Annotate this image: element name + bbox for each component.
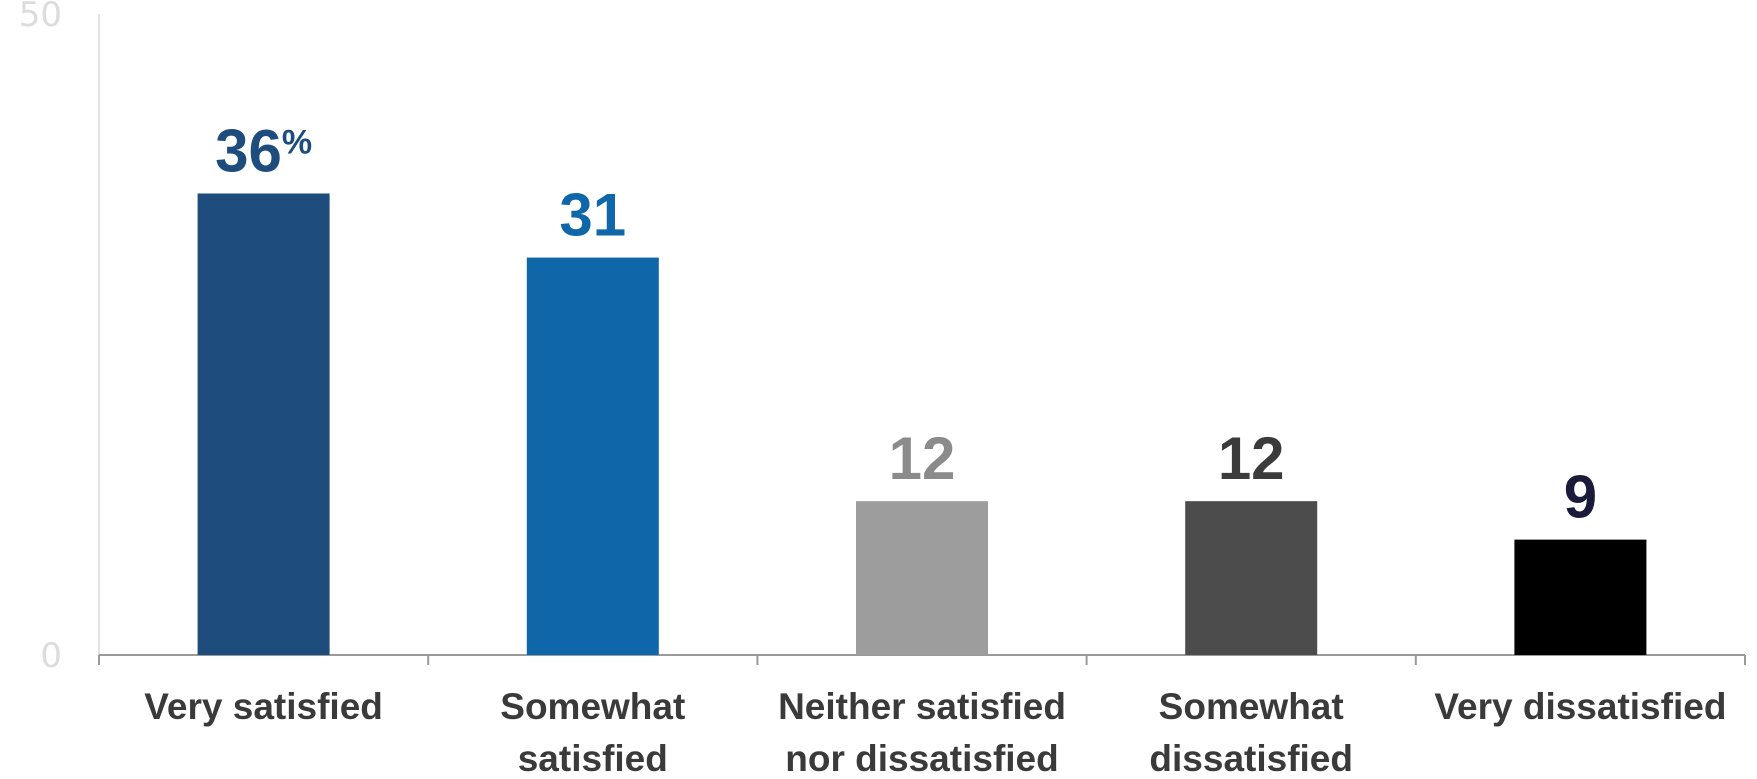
bar-5 xyxy=(1514,539,1647,655)
y-tick-label: 0 xyxy=(40,636,62,676)
category-label: Very dissatisfied xyxy=(1434,686,1726,727)
bar-2 xyxy=(526,257,659,655)
data-label-5: 9 xyxy=(1564,464,1597,531)
data-label-value: 31 xyxy=(559,182,626,249)
bar-1 xyxy=(197,193,330,656)
category-label: Somewhat xyxy=(1159,686,1344,727)
category-label: dissatisfied xyxy=(1149,738,1353,779)
category-label: satisfied xyxy=(518,738,668,779)
category-label: Very satisfied xyxy=(144,686,383,727)
bars-group xyxy=(197,193,1647,656)
percent-suffix: % xyxy=(282,123,312,161)
x-axis-ticks xyxy=(98,655,1746,665)
data-label-4: 12 xyxy=(1218,425,1285,492)
y-tick-label: 50 xyxy=(19,0,62,35)
data-label-1: 36% xyxy=(215,117,312,184)
category-label: Somewhat xyxy=(500,686,685,727)
category-label: nor dissatisfied xyxy=(785,738,1058,779)
data-label-value: 9 xyxy=(1564,464,1597,531)
data-label-2: 31 xyxy=(559,182,626,249)
data-labels-group: 36% 31 12 12 9 xyxy=(215,117,1597,530)
data-label-3: 12 xyxy=(889,425,956,492)
data-label-value: 36 xyxy=(215,117,282,184)
category-label: Neither satisfied xyxy=(778,686,1066,727)
category-labels-group: Very satisfied Somewhat satisfied Neither s… xyxy=(144,686,1726,779)
bar-3 xyxy=(856,501,988,655)
data-label-value: 12 xyxy=(1218,425,1285,492)
y-axis-tick-labels: 0 50 xyxy=(19,0,62,676)
bar-4 xyxy=(1185,501,1318,655)
data-label-value: 12 xyxy=(889,425,956,492)
